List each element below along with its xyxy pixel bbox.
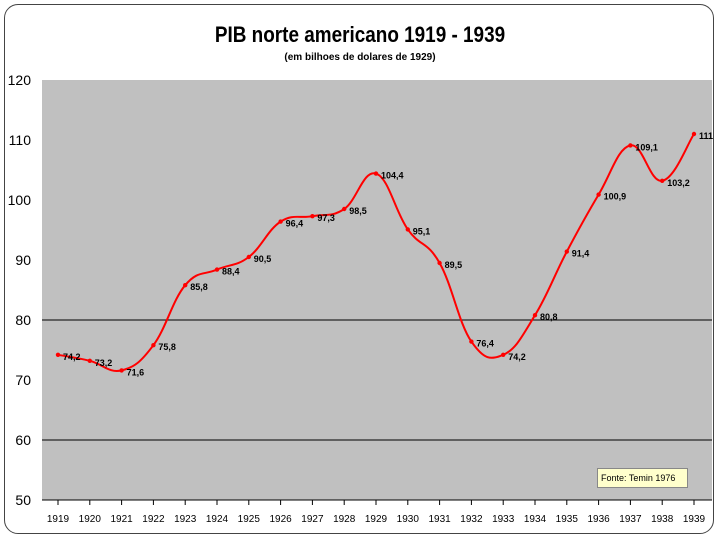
- data-label: 100,9: [604, 192, 627, 202]
- data-point: [405, 227, 410, 232]
- x-tick-label: 1924: [206, 514, 229, 525]
- data-point: [342, 206, 347, 212]
- data-label: 74,2: [508, 352, 526, 362]
- data-point: [469, 339, 474, 344]
- x-tick-label: 1933: [492, 514, 515, 525]
- x-tick-label: 1922: [142, 514, 165, 525]
- data-label: 111: [699, 131, 713, 141]
- x-tick-label: 1920: [79, 514, 102, 525]
- x-tick-label: 1927: [301, 514, 324, 525]
- data-label: 104,4: [381, 171, 404, 181]
- data-point: [119, 368, 124, 373]
- data-point: [596, 192, 601, 197]
- data-label: 103,2: [667, 178, 690, 188]
- data-label: 88,4: [222, 267, 240, 277]
- chart-title: PIB norte americano 1919 - 1939: [214, 22, 506, 47]
- plot-area: [42, 80, 712, 500]
- data-point: [373, 171, 379, 176]
- data-point: [691, 131, 697, 137]
- y-tick-label: 70: [15, 372, 31, 388]
- data-label: 97,3: [317, 213, 335, 223]
- data-label: 98,5: [349, 206, 367, 216]
- data-point: [278, 219, 283, 224]
- data-point: [87, 358, 93, 363]
- data-point: [628, 143, 633, 148]
- x-tick-label: 1931: [428, 514, 451, 525]
- data-point: [246, 254, 251, 260]
- data-point: [564, 249, 569, 254]
- chart-subtitle: (em bilhoes de dolares de 1929): [284, 52, 436, 63]
- x-tick-label: 1938: [651, 514, 674, 525]
- x-tick-label: 1926: [269, 514, 292, 525]
- y-tick-label: 100: [8, 192, 32, 208]
- data-label: 75,8: [158, 342, 176, 352]
- data-label: 91,4: [572, 249, 590, 259]
- x-tick-label: 1929: [365, 514, 388, 525]
- data-point: [501, 352, 506, 357]
- source-note: Fonte: Temin 1976: [597, 468, 688, 488]
- data-label: 95,1: [413, 226, 431, 236]
- y-tick-label: 80: [15, 312, 31, 328]
- data-point: [151, 343, 156, 348]
- x-tick-label: 1939: [683, 514, 706, 525]
- x-tick-label: 1928: [333, 514, 356, 525]
- y-tick-label: 60: [15, 432, 31, 448]
- x-tick-label: 1925: [238, 514, 261, 525]
- data-point: [310, 214, 315, 219]
- data-point: [214, 267, 220, 272]
- data-label: 73,2: [95, 358, 113, 368]
- data-label: 71,6: [127, 367, 145, 377]
- data-point: [437, 260, 442, 266]
- x-tick-label: 1936: [587, 514, 610, 525]
- x-tick-label: 1921: [110, 514, 133, 525]
- data-label: 74,2: [63, 352, 81, 362]
- data-label: 85,8: [190, 282, 208, 292]
- data-label: 96,4: [286, 219, 304, 229]
- data-point: [532, 313, 538, 318]
- x-tick-label: 1937: [619, 514, 642, 525]
- data-label: 89,5: [445, 260, 463, 270]
- y-tick-label: 90: [15, 252, 31, 268]
- x-tick-label: 1932: [460, 514, 483, 525]
- x-tick-label: 1934: [524, 514, 547, 525]
- x-tick-label: 1919: [47, 514, 70, 525]
- y-tick-label: 50: [15, 492, 31, 508]
- x-tick-label: 1923: [174, 514, 197, 525]
- data-label: 90,5: [254, 254, 272, 264]
- data-point: [183, 283, 188, 288]
- data-point: [55, 352, 61, 357]
- y-tick-label: 110: [9, 132, 32, 148]
- data-label: 80,8: [540, 312, 558, 322]
- data-point: [660, 178, 665, 183]
- slide-frame: [4, 4, 714, 534]
- x-tick-label: 1930: [397, 514, 420, 525]
- data-label: 109,1: [635, 142, 658, 152]
- series-line: [57, 133, 695, 373]
- data-label: 76,4: [476, 339, 494, 349]
- x-tick-label: 1935: [556, 514, 579, 525]
- y-tick-label: 120: [8, 72, 32, 88]
